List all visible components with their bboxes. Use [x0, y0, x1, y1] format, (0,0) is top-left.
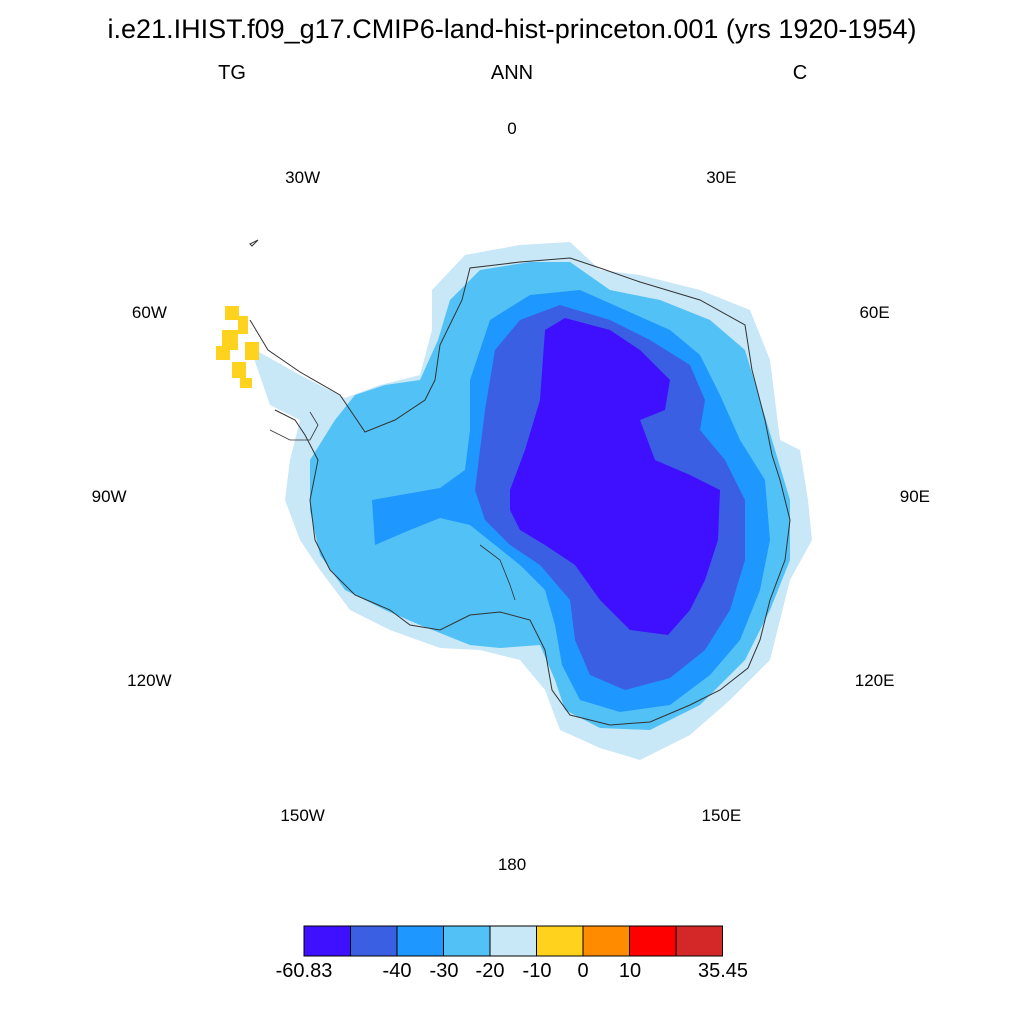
- longitude-label: 120W: [127, 670, 172, 690]
- longitude-label: 90E: [899, 487, 931, 506]
- longitude-label: 90W: [91, 487, 127, 506]
- longitude-label: 60E: [859, 303, 890, 323]
- colorbar-swatch: [489, 925, 537, 957]
- colorbar-swatch: [303, 925, 351, 957]
- colorbar-tick-label: -30: [429, 960, 459, 982]
- longitude-label: 120E: [854, 670, 895, 690]
- longitude-label: 150W: [280, 805, 325, 825]
- island-outline: [249, 239, 259, 247]
- longitude-label: 0: [507, 119, 517, 139]
- variable-label: TG: [218, 62, 246, 84]
- colorbar-swatch: [582, 925, 630, 957]
- antarctica-temperature-field: [216, 239, 812, 760]
- ice-shelf-line: [269, 411, 516, 601]
- season-label: ANN: [490, 62, 534, 84]
- colorbar-swatch: [443, 925, 491, 957]
- longitude-label: 30W: [285, 168, 321, 188]
- band-minus60: [510, 318, 720, 635]
- longitude-label: 180: [497, 854, 527, 874]
- colorbar-swatch: [675, 925, 723, 957]
- longitude-label: 150E: [701, 805, 742, 825]
- colorbar-tick-label: -60.83: [275, 960, 333, 982]
- colorbar-tick-label: -20: [475, 960, 505, 982]
- colorbar-swatch: [536, 925, 584, 957]
- colorbar-swatch: [629, 925, 677, 957]
- colorbar-tick-label: 10: [618, 960, 642, 982]
- peninsula-warm-cells: [216, 306, 259, 388]
- colorbar-swatch: [350, 925, 398, 957]
- colorbar: [303, 925, 723, 957]
- colorbar-swatch: [396, 925, 444, 957]
- colorbar-tick-label: 0: [577, 960, 589, 982]
- colorbar-tick-label: 35.45: [697, 960, 749, 982]
- units-label: C: [792, 62, 808, 84]
- colorbar-tick-label: -10: [522, 960, 552, 982]
- plot-title: i.e21.IHIST.f09_g17.CMIP6-land-hist-prin…: [107, 14, 917, 44]
- longitude-label: 60W: [131, 303, 167, 323]
- longitude-label: 30E: [706, 168, 737, 188]
- colorbar-tick-label: -40: [382, 960, 412, 982]
- coastline: [249, 257, 791, 726]
